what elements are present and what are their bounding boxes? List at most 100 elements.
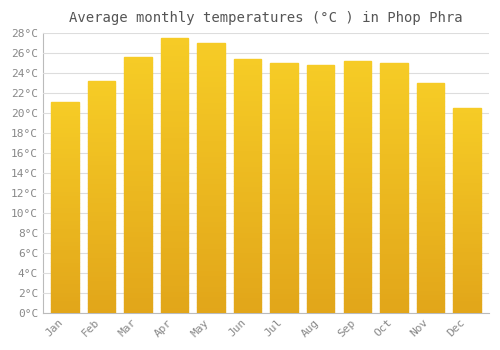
Bar [161,269,188,274]
Bar [270,288,298,293]
Bar [454,268,480,272]
Bar [454,206,480,210]
Bar [344,142,371,147]
Bar [344,262,371,267]
Bar [161,38,188,44]
Bar [380,118,407,123]
Bar [344,298,371,303]
Bar [234,298,262,302]
Bar [307,214,334,219]
Bar [161,93,188,99]
Bar [161,241,188,247]
Bar [51,178,78,182]
Bar [454,157,480,161]
Bar [270,278,298,283]
Bar [234,186,262,191]
Bar [344,91,371,96]
Bar [124,257,152,261]
Bar [344,132,371,136]
Bar [270,163,298,168]
Bar [234,211,262,216]
Bar [416,102,444,106]
Bar [454,186,480,190]
Bar [198,307,225,313]
Bar [124,164,152,170]
Bar [344,207,371,212]
Bar [234,145,262,150]
Bar [454,153,480,157]
Bar [198,151,225,156]
Bar [307,243,334,248]
Bar [270,158,298,163]
Bar [270,118,298,123]
Bar [234,75,262,79]
Bar [198,54,225,60]
Bar [51,250,78,254]
Bar [416,152,444,156]
Bar [416,225,444,230]
Bar [88,275,115,280]
Bar [416,308,444,313]
Bar [270,143,298,148]
Bar [51,224,78,229]
Bar [344,111,371,117]
Bar [416,161,444,166]
Bar [88,252,115,257]
Bar [454,276,480,280]
Bar [124,292,152,297]
Bar [51,203,78,207]
Bar [51,233,78,237]
Bar [234,222,262,226]
Bar [380,198,407,203]
Bar [124,210,152,216]
Bar [161,115,188,120]
Bar [198,194,225,200]
Bar [380,113,407,118]
Bar [307,120,334,125]
Bar [416,258,444,262]
Bar [234,171,262,176]
Bar [88,192,115,197]
Bar [380,253,407,258]
Bar [380,178,407,183]
Bar [307,139,334,144]
Bar [51,287,78,292]
Bar [416,303,444,308]
Bar [344,202,371,207]
Bar [344,127,371,132]
Bar [416,147,444,152]
Bar [88,100,115,104]
Bar [380,288,407,293]
Bar [416,92,444,97]
Bar [51,266,78,271]
Bar [380,238,407,243]
Bar [307,263,334,268]
Bar [51,161,78,165]
Bar [344,172,371,177]
Bar [344,237,371,242]
Bar [88,229,115,234]
Bar [234,216,262,222]
Bar [124,175,152,180]
Bar [416,111,444,115]
Bar [380,218,407,223]
Bar [234,176,262,181]
Bar [234,252,262,257]
Bar [161,66,188,71]
Bar [307,169,334,174]
Bar [454,243,480,247]
Bar [454,210,480,215]
Bar [198,253,225,259]
Bar [270,63,298,68]
Bar [161,197,188,203]
Bar [454,288,480,292]
Bar [344,247,371,252]
Bar [416,207,444,212]
Bar [454,174,480,177]
Bar [124,272,152,277]
Bar [454,108,480,112]
Bar [161,296,188,302]
Bar [88,150,115,155]
Bar [234,150,262,155]
Bar [88,243,115,248]
